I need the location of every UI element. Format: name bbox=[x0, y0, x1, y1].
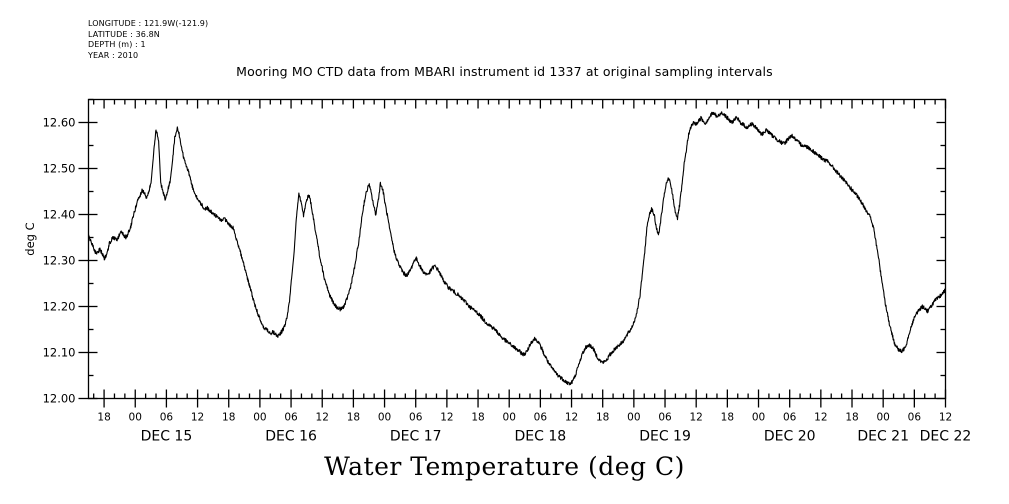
x-tick-hour-label: 00 bbox=[627, 412, 640, 424]
x-tick-hour-label: 18 bbox=[471, 412, 484, 424]
y-tick-label: 12.50 bbox=[43, 162, 76, 176]
metadata-year: YEAR : 2010 bbox=[88, 50, 139, 60]
x-tick-hour-label: 12 bbox=[191, 412, 204, 424]
metadata-block: LONGITUDE : 121.9W(-121.9) LATITUDE : 36… bbox=[88, 19, 208, 61]
x-tick-hour-label: 06 bbox=[534, 412, 548, 424]
data-series-line bbox=[87, 111, 947, 386]
x-axis-ticks bbox=[93, 99, 947, 408]
x-tick-hour-label: 18 bbox=[845, 412, 858, 424]
y-tick-label: 12.40 bbox=[43, 208, 76, 222]
x-tick-hour-label: 00 bbox=[503, 412, 516, 424]
x-tick-hour-label: 18 bbox=[222, 412, 235, 424]
y-tick-label: 12.00 bbox=[43, 392, 76, 406]
x-tick-hour-label: 12 bbox=[939, 412, 952, 424]
x-tick-hour-label: 12 bbox=[814, 412, 827, 424]
x-axis-day-label: DEC 18 bbox=[515, 429, 567, 445]
y-axis-title: deg C bbox=[23, 222, 37, 256]
metadata-depth: DEPTH (m) : 1 bbox=[88, 40, 146, 49]
x-axis-day-label: DEC 19 bbox=[639, 429, 691, 445]
x-tick-hour-label: 00 bbox=[752, 412, 765, 424]
x-tick-hour-label: 00 bbox=[129, 412, 142, 424]
x-axis-day-label: DEC 21 bbox=[857, 429, 909, 445]
x-tick-hour-label: 18 bbox=[97, 412, 110, 424]
x-tick-hour-label: 00 bbox=[253, 412, 266, 424]
y-tick-label: 12.60 bbox=[43, 116, 76, 130]
x-tick-hour-label: 12 bbox=[440, 412, 453, 424]
x-axis-hour-labels: 18 00 06 12 18 00 06 12 18 00 06 12 18 00 06 12 18 00 06 12… bbox=[97, 412, 952, 424]
y-tick-label: 12.30 bbox=[43, 254, 76, 268]
metadata-latitude: LATITUDE : 36.8N bbox=[88, 29, 160, 39]
x-tick-hour-label: 18 bbox=[721, 412, 734, 424]
metadata-longitude: LONGITUDE : 121.9W(-121.9) bbox=[88, 19, 209, 28]
x-tick-hour-label: 12 bbox=[690, 412, 703, 424]
x-tick-hour-label: 06 bbox=[658, 412, 672, 424]
plot-frame bbox=[87, 98, 947, 400]
y-tick-label: 12.10 bbox=[43, 346, 76, 360]
plot-title: Mooring MO CTD data from MBARI instrumen… bbox=[236, 64, 773, 79]
y-axis-tick-labels: 12.00 12.10 12.20 12.30 12.40 12.50 12.60 bbox=[43, 116, 76, 406]
x-tick-hour-label: 06 bbox=[284, 412, 298, 424]
x-tick-hour-label: 18 bbox=[347, 412, 360, 424]
x-tick-hour-label: 12 bbox=[316, 412, 329, 424]
x-tick-hour-label: 00 bbox=[876, 412, 889, 424]
x-axis-day-label: DEC 16 bbox=[265, 429, 317, 445]
x-axis-day-label: DEC 20 bbox=[764, 429, 816, 445]
x-tick-hour-label: 06 bbox=[783, 412, 797, 424]
y-axis-ticks bbox=[78, 98, 946, 400]
x-axis-day-label: DEC 22 bbox=[920, 429, 972, 445]
x-tick-hour-label: 06 bbox=[160, 412, 174, 424]
x-axis-title: Water Temperature (deg C) bbox=[324, 452, 685, 481]
x-axis-day-label: DEC 15 bbox=[141, 429, 193, 445]
data-series-group bbox=[87, 111, 947, 386]
x-tick-hour-label: 06 bbox=[908, 412, 922, 424]
x-tick-hour-label: 06 bbox=[409, 412, 423, 424]
x-tick-hour-label: 12 bbox=[565, 412, 578, 424]
x-axis-day-labels: DEC 15 DEC 16 DEC 17 DEC 18 DEC 19 DEC 20 DEC … bbox=[141, 429, 972, 445]
x-axis-day-label: DEC 17 bbox=[390, 429, 442, 445]
x-tick-hour-label: 18 bbox=[596, 412, 609, 424]
y-tick-label: 12.20 bbox=[43, 300, 76, 314]
x-tick-hour-label: 00 bbox=[378, 412, 391, 424]
